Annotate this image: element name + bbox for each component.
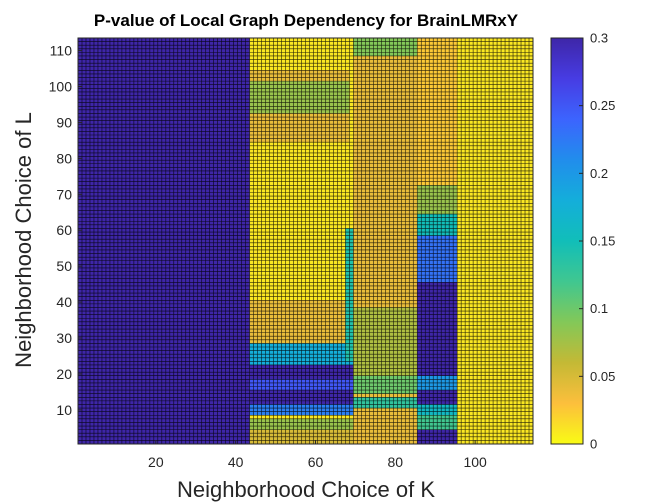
heatmap-region <box>417 404 462 416</box>
colorbar-tick-label: 0.1 <box>590 301 608 316</box>
y-tick-label: 80 <box>56 150 72 166</box>
x-axis-label: Neighborhood Choice of K <box>177 477 435 502</box>
chart-title: P-value of Local Graph Dependency for Br… <box>94 11 519 30</box>
colorbar-tick-label: 0.25 <box>590 98 615 113</box>
y-tick-label: 90 <box>56 114 72 130</box>
colorbar-tick-label: 0.2 <box>590 166 608 181</box>
y-tick-label: 100 <box>49 79 73 95</box>
x-tick-label: 20 <box>148 454 164 470</box>
y-tick-label: 40 <box>56 294 72 310</box>
y-axis-label: Neighborhood Choice of L <box>11 112 36 368</box>
x-axis-ticks: 20 40 60 80 100 <box>148 440 487 470</box>
heatmap-region <box>249 81 350 114</box>
colorbar-tick-label: 0 <box>590 437 597 452</box>
y-tick-label: 20 <box>56 366 72 382</box>
colorbar-tick-label: 0.15 <box>590 234 615 249</box>
y-tick-label: 10 <box>56 402 72 418</box>
y-tick-label: 50 <box>56 258 72 274</box>
heatmap-region <box>353 38 422 56</box>
heatmap-region <box>345 228 358 362</box>
x-tick-label: 80 <box>388 454 404 470</box>
heatmap-region <box>457 38 533 444</box>
x-tick-label: 60 <box>308 454 324 470</box>
colorbar-tick-label: 0.05 <box>590 369 615 384</box>
y-tick-label: 70 <box>56 186 72 202</box>
x-tick-label: 100 <box>463 454 487 470</box>
heatmap-region <box>353 397 422 409</box>
y-tick-label: 110 <box>50 43 73 59</box>
heatmap-region <box>353 375 422 394</box>
y-axis-ticks: 10 20 30 40 50 60 70 80 90 100 110 <box>49 43 82 418</box>
plot-frame <box>77 37 534 445</box>
heatmap-region <box>78 38 250 444</box>
colorbar <box>550 37 584 445</box>
colorbar-tick-label: 0.3 <box>590 31 608 46</box>
colorbar-ticks: 0 0.05 0.1 0.15 0.2 0.25 0.3 <box>579 31 615 452</box>
y-tick-label: 30 <box>56 330 72 346</box>
x-tick-label: 40 <box>228 454 244 470</box>
heatmap-region <box>353 307 422 376</box>
y-tick-label: 60 <box>56 222 72 238</box>
